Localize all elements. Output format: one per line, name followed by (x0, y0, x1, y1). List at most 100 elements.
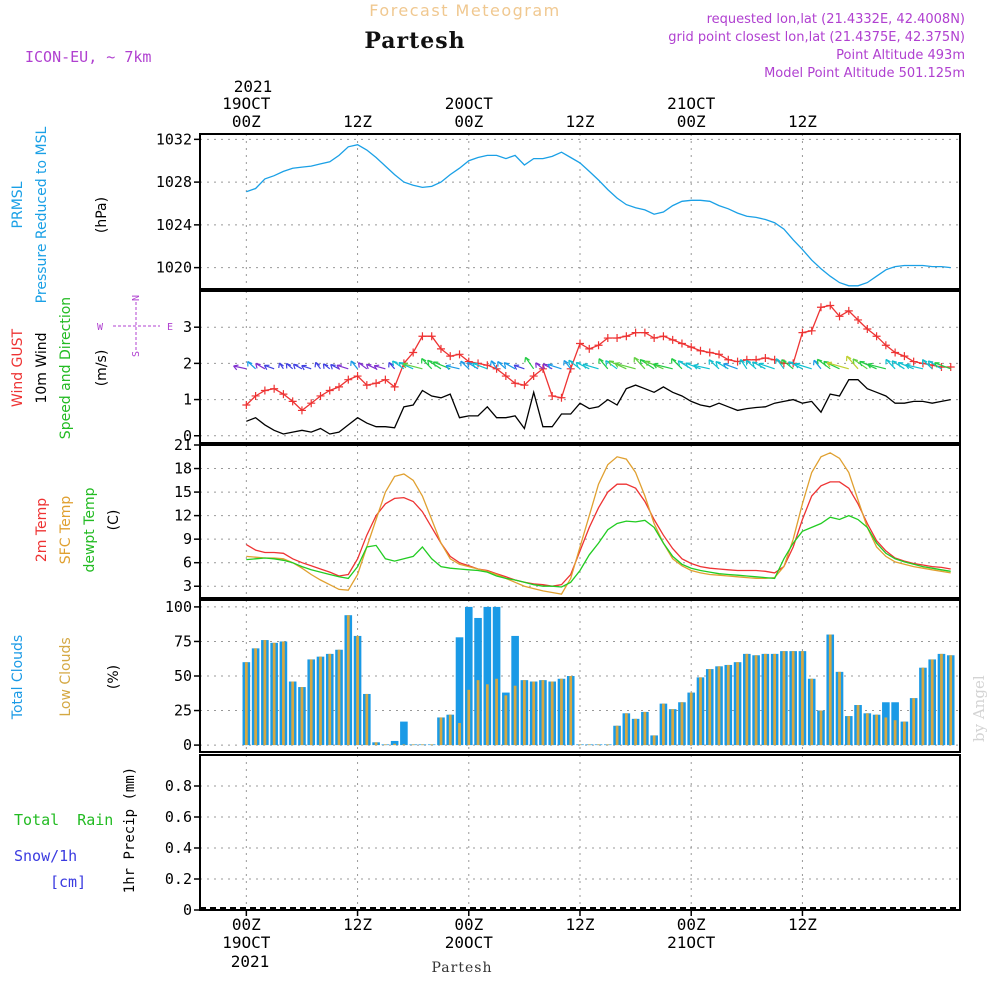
gust-marker (705, 348, 714, 357)
wind-arrow-head (278, 362, 284, 369)
wind-arrow-head (421, 357, 427, 364)
wind-arrow-head (745, 359, 752, 366)
wind-arrow-head (715, 361, 721, 367)
gust-marker (390, 382, 399, 391)
top-date-label: 19OCT (222, 94, 271, 113)
gust-marker (900, 352, 909, 361)
y-tick-label: 1 (183, 391, 192, 409)
cloud-bar-low (383, 744, 387, 746)
wind-arrow-head (524, 356, 530, 363)
gust-marker (724, 355, 733, 364)
wind-arrow-head (693, 363, 699, 370)
cloud-bar-low (763, 653, 767, 746)
wind-arrow-head (460, 360, 466, 367)
wind-arrow-head (285, 362, 292, 369)
cloud-bar-low (828, 634, 832, 746)
wind-arrow-head (432, 361, 439, 367)
cloud-bar-low (856, 705, 860, 746)
wind-arrow (678, 360, 692, 370)
gust-marker (891, 348, 900, 357)
gust-marker (335, 382, 344, 391)
gust-marker (538, 364, 547, 373)
series-line-dewpt-temp (246, 514, 951, 588)
cloud-bar-low (272, 642, 276, 746)
gust-marker (270, 384, 279, 393)
y-tick-label: 0 (183, 901, 192, 919)
wind-arrow (472, 362, 488, 370)
location-title: Partesh (364, 28, 465, 54)
gust-marker (427, 332, 436, 341)
y-tick-label: 21 (174, 436, 192, 454)
cloud-bar-low (699, 677, 702, 746)
wind-arrow (891, 360, 905, 370)
panel-frame (199, 444, 961, 599)
wind-arrow (723, 363, 738, 370)
wind-arrow-head (775, 358, 781, 364)
cloud-bar-total (483, 606, 492, 746)
t2m-label: 2m Temp (34, 498, 50, 562)
cloud-bar-low (893, 720, 897, 746)
dewpt-label: dewpt Temp (82, 487, 98, 572)
wind-arrow-head (859, 360, 865, 367)
wind-arrow (745, 359, 757, 370)
panels: 1020102410281032012336912151821025507510… (156, 130, 961, 919)
cloud-bar-low (448, 714, 452, 746)
gust-marker (715, 350, 724, 359)
gust-marker (418, 332, 427, 341)
y-tick-label: 1028 (156, 173, 192, 191)
snow-label: Snow/1h (14, 847, 77, 865)
gust-marker (677, 339, 686, 348)
cloud-bar-low (949, 655, 953, 746)
panel-precip: 0 0.2 0.4 0.6 0.8 (165, 754, 961, 919)
cloud-bar-total (464, 606, 473, 746)
top-hour-label: 00Z (677, 112, 706, 131)
gust-marker (436, 344, 445, 353)
wind-arrow-head (497, 361, 503, 367)
wind-arrow-head (852, 358, 859, 365)
wind-arrow-head (503, 362, 510, 368)
wind-arrow (685, 362, 701, 370)
wind-arrow-head (445, 364, 452, 371)
wind-arrow-head (255, 362, 261, 369)
cloud-bar-low (791, 651, 795, 746)
wind-arrow-head (466, 361, 473, 368)
wind-arrow (402, 363, 423, 370)
cloud-bar-low (903, 721, 906, 746)
gust-marker (909, 357, 918, 366)
wind-arrow-head (644, 360, 651, 366)
gust-marker (548, 391, 557, 400)
top-date-label: 20OCT (445, 94, 494, 113)
gust-marker (835, 312, 844, 321)
wind-arrow-head (575, 361, 582, 368)
wind-arrow-head (794, 362, 801, 369)
wind-arrow-head (639, 358, 646, 365)
cloud-bar-low (365, 693, 369, 746)
wind-arrow-head (816, 358, 823, 365)
panel-temperature: 3 6 9 12 15 18 21 (174, 436, 961, 599)
gust-marker (455, 350, 464, 359)
wind-arrow-head (758, 362, 764, 369)
wind-arrow-head (247, 360, 253, 367)
precip-axis-label: 1hr Precip (mm) (122, 767, 138, 893)
gust-marker (844, 306, 853, 315)
series-line-wind-gust (245, 304, 951, 412)
wind-arrow (575, 361, 590, 370)
panel-wind: 0 1 2 3 (183, 290, 961, 445)
y-tick-label: 50 (174, 667, 192, 685)
cloud-bar-low (560, 678, 563, 746)
wind-arrow (922, 359, 933, 370)
cloud-bar-total (400, 721, 408, 746)
total-clouds-label: Total Clouds (10, 635, 26, 720)
wind-arrow (605, 360, 618, 370)
wind-arrow-head (633, 356, 639, 363)
cloud-bar-total (455, 637, 464, 746)
gust-marker (279, 390, 288, 399)
cloud-bar-low (875, 714, 878, 746)
gust-marker (594, 341, 603, 350)
gust-marker (854, 315, 863, 324)
temp-unit: (C) (106, 510, 122, 531)
pressure-unit: (hPa) (94, 197, 110, 233)
wind-arrow-head (472, 362, 478, 369)
cloud-bar-low (346, 615, 350, 746)
gust-marker (566, 364, 575, 373)
